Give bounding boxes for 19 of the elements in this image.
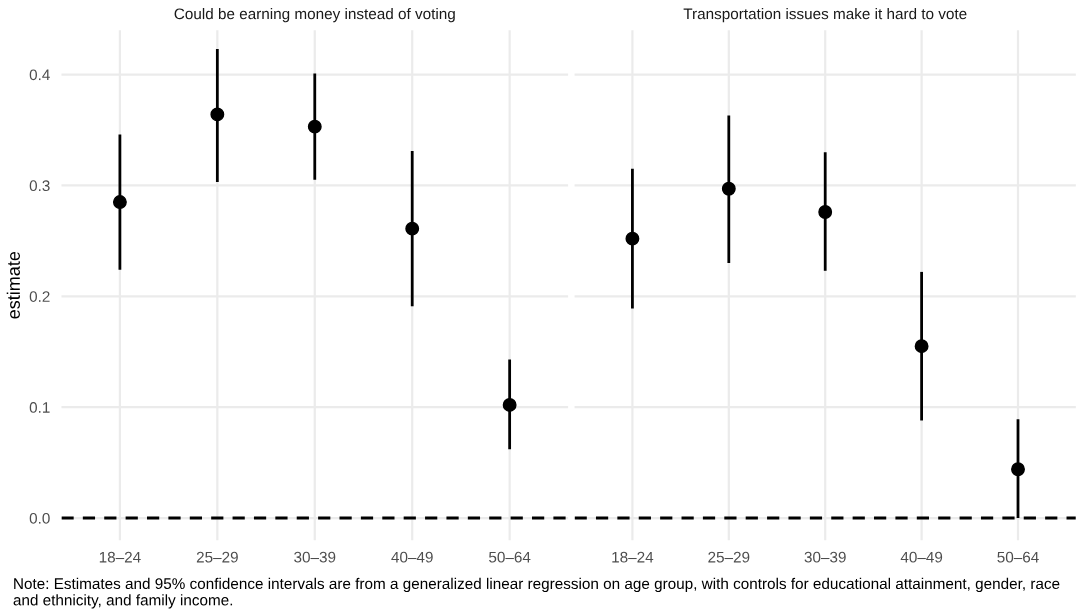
- x-tick-label: 40–49: [391, 551, 433, 563]
- chart-title: Transportation issues make it hard to vote: [683, 8, 967, 23]
- x-tick-label: 25–29: [708, 551, 750, 563]
- x-tick-label: 25–29: [196, 551, 238, 563]
- y-tick-label: 0.0: [29, 512, 50, 524]
- x-tick-label: 40–49: [900, 551, 943, 563]
- x-tick-label: 50–64: [997, 551, 1039, 563]
- x-tick-label: 30–39: [804, 551, 846, 563]
- text: Note: Estimates and 95% confidence intervals are from a generalized linear regression on age group, with controls for educational attainment, gender, race and ethnicity, and family income.: [13, 577, 1060, 609]
- y-axis-title: estimate: [6, 251, 20, 319]
- y-tick-label: 0.4: [29, 69, 50, 81]
- y-tick-label: 0.1: [29, 402, 50, 413]
- y-tick-label: 0.3: [29, 180, 50, 192]
- x-tick-label: 18–24: [612, 551, 654, 563]
- x-tick-label: 30–39: [294, 551, 336, 563]
- chart-title: Could be earning money instead of voting: [174, 8, 455, 23]
- x-tick-label: 50–64: [489, 551, 531, 563]
- x-tick-label: 18–24: [99, 551, 141, 563]
- y-tick-label: 0.2: [29, 291, 50, 302]
